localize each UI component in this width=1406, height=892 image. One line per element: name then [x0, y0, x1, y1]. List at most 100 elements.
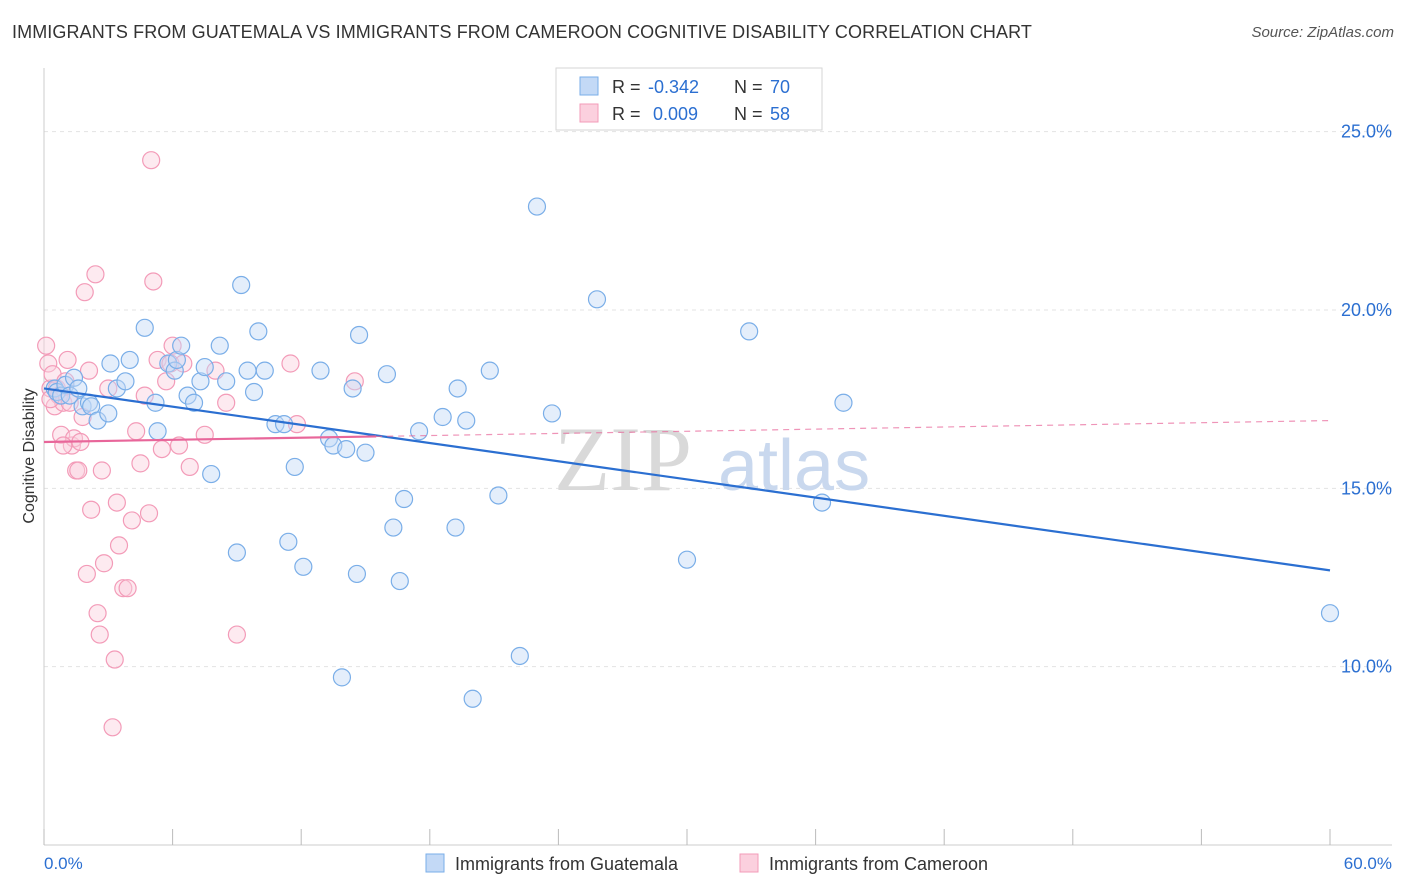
cameroon-point-19 — [77, 564, 96, 584]
cameroon-point-57 — [54, 436, 73, 455]
y-tick-label-2: 20.0% — [1341, 300, 1392, 320]
cameroon-point-39 — [142, 151, 161, 170]
stats-r-label-guatemala: R = — [612, 77, 641, 97]
legend-label-guatemala: Immigrants from Guatemala — [455, 854, 679, 874]
series-cameroon-points — [37, 151, 364, 737]
cameroon-point-53 — [281, 354, 300, 373]
guatemala-point-67 — [740, 322, 759, 341]
guatemala-point-26 — [195, 357, 214, 377]
guatemala-point-50 — [377, 365, 397, 384]
cameroon-point-37 — [135, 386, 154, 405]
guatemala-point-14 — [116, 372, 135, 391]
guatemala-point-31 — [232, 275, 251, 295]
cameroon-point-50 — [206, 361, 225, 380]
cameroon-point-1 — [39, 354, 58, 373]
guatemala-point-46 — [343, 379, 362, 398]
cameroon-point-56 — [41, 390, 60, 409]
guatemala-point-61 — [489, 486, 508, 505]
cameroon-point-34 — [122, 511, 141, 530]
guatemala-point-62 — [510, 646, 529, 666]
guatemala-point-44 — [332, 668, 352, 687]
guatemala-point-10 — [88, 411, 107, 430]
cameroon-point-21 — [82, 500, 101, 519]
x-tick-label-max: 60.0% — [1344, 854, 1392, 873]
y-axis-label: Cognitive Disability — [21, 388, 38, 523]
guatemala-point-55 — [433, 407, 452, 427]
guatemala-point-65 — [587, 290, 607, 309]
trend-line-cameroon-dashed — [376, 419, 1331, 438]
stats-n-label-cameroon: N = — [734, 104, 763, 124]
cameroon-point-49 — [195, 425, 214, 444]
stats-n-label-guatemala: N = — [734, 77, 763, 97]
y-tick-label-3: 25.0% — [1341, 122, 1392, 142]
axes — [43, 68, 1392, 846]
cameroon-point-40 — [144, 272, 163, 291]
cameroon-point-38 — [139, 504, 159, 523]
stats-swatch-guatemala — [579, 76, 599, 96]
guatemala-point-22 — [172, 336, 191, 355]
cameroon-point-35 — [127, 422, 146, 441]
watermark: ZIP atlas — [554, 408, 870, 510]
trend-line-guatemala — [43, 387, 1331, 572]
cameroon-point-29 — [105, 650, 124, 669]
stats-n-value-cameroon: 58 — [770, 104, 790, 124]
guatemala-point-18 — [148, 422, 167, 441]
grid — [44, 131, 1392, 668]
guatemala-point-70 — [1320, 604, 1340, 623]
cameroon-point-51 — [217, 393, 236, 412]
guatemala-point-52 — [390, 571, 409, 591]
guatemala-point-51 — [384, 518, 403, 537]
guatemala-point-34 — [249, 322, 268, 341]
guatemala-point-35 — [255, 361, 274, 380]
guatemala-point-63 — [527, 197, 547, 216]
source-credit: Source: ZipAtlas.com — [1251, 24, 1394, 41]
watermark-atlas: atlas — [718, 426, 870, 506]
guatemala-point-53 — [394, 489, 414, 509]
guatemala-point-69 — [834, 393, 853, 412]
y-tick-label-1: 15.0% — [1341, 478, 1392, 498]
guatemala-point-66 — [677, 550, 697, 569]
y-tick-label-0: 10.0% — [1341, 657, 1392, 677]
guatemala-point-45 — [337, 440, 356, 459]
x-tick-label-min: 0.0% — [44, 854, 83, 873]
guatemala-point-16 — [135, 318, 154, 337]
cameroon-point-24 — [90, 625, 109, 644]
guatemala-point-15 — [120, 350, 139, 370]
guatemala-point-33 — [244, 382, 264, 402]
cameroon-point-32 — [114, 579, 133, 598]
cameroon-point-48 — [180, 457, 199, 477]
guatemala-point-30 — [227, 543, 246, 562]
cameroon-point-26 — [94, 554, 114, 573]
trend-line-cameroon-solid — [43, 435, 377, 444]
cameroon-point-55 — [345, 372, 364, 391]
stats-r-value-cameroon: 0.009 — [653, 104, 698, 124]
legend-swatch-cameroon — [739, 853, 759, 873]
guatemala-point-39 — [285, 457, 304, 477]
guatemala-point-41 — [311, 361, 330, 380]
guatemala-point-12 — [101, 354, 120, 373]
cameroon-point-36 — [131, 454, 150, 473]
cameroon-point-30 — [107, 493, 126, 512]
stats-r-value-guatemala: -0.342 — [648, 77, 699, 97]
cameroon-point-18 — [75, 283, 94, 302]
cameroon-point-25 — [92, 461, 111, 480]
cameroon-point-52 — [227, 625, 246, 644]
cameroon-point-20 — [79, 361, 99, 380]
guatemala-point-24 — [184, 393, 204, 412]
guatemala-point-5 — [64, 368, 84, 387]
guatemala-point-58 — [457, 411, 476, 430]
guatemala-point-64 — [542, 404, 562, 423]
cameroon-point-31 — [109, 536, 129, 555]
guatemala-point-27 — [202, 464, 221, 484]
stats-n-value-guatemala: 70 — [770, 77, 790, 97]
legend-label-cameroon: Immigrants from Cameroon — [769, 854, 988, 874]
cameroon-point-23 — [88, 604, 107, 623]
y-tick-labels: 10.0% 15.0% 20.0% 25.0% — [1341, 122, 1392, 677]
cameroon-point-22 — [86, 265, 105, 284]
cameroon-point-15 — [69, 461, 88, 480]
guatemala-point-60 — [480, 361, 499, 380]
series-guatemala-points — [45, 197, 1340, 708]
series-legend: Immigrants from Guatemala Immigrants fro… — [425, 853, 988, 874]
cameroon-point-0 — [37, 336, 56, 355]
